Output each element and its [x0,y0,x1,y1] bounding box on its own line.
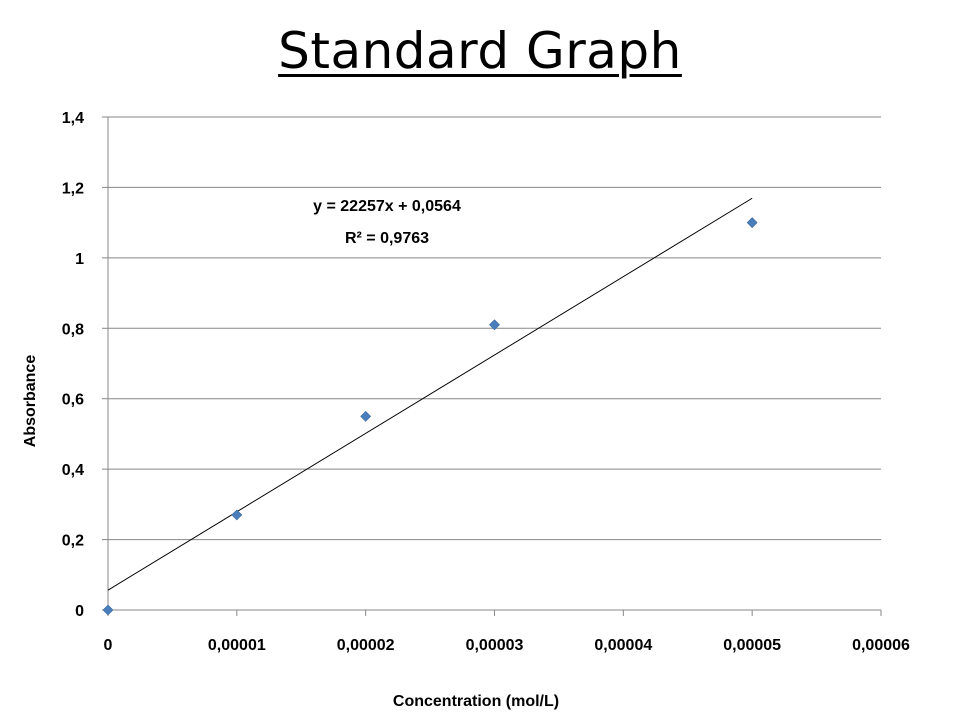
trendline-r2: R² = 0,9763 [345,230,429,247]
data-point [231,509,243,521]
y-tick-label: 0,6 [62,392,84,409]
y-tick-label: 0,2 [62,533,84,550]
x-tick-labels: 0 0,00001 0,00002 0,00003 0,00004 0,00005 0,00… [104,637,910,654]
y-tick-label: 1,4 [62,110,84,127]
y-tick-labels: 0 0,2 0,4 0,6 0,8 1 1,2 1,4 [62,110,84,620]
x-tick-label: 0,00004 [594,637,652,654]
axes [102,116,882,616]
chart-title: Standard Graph [278,22,682,80]
x-axis-title: Concentration (mol/L) [393,693,559,710]
y-tick-label: 0 [75,603,84,620]
gridlines [108,116,881,541]
x-tick-label: 0,00006 [852,637,910,654]
x-tick-label: 0,00005 [723,637,781,654]
data-point [746,217,758,229]
x-tick-label: 0,00003 [466,637,524,654]
trendline [107,197,753,591]
y-tick-label: 1 [75,251,84,268]
data-point [360,410,372,422]
x-tick-label: 0 [104,637,113,654]
y-tick-label: 1,2 [62,180,84,197]
y-tick-label: 0,4 [62,462,84,479]
data-points [102,217,758,616]
trendline-group [107,197,753,591]
x-tick-label: 0,00002 [337,637,395,654]
trendline-equation: y = 22257x + 0,0564 [313,198,461,215]
data-point [489,319,500,331]
y-axis-title: Absorbance [22,355,39,448]
x-tick-label: 0,00001 [208,637,266,654]
y-tick-label: 0,8 [62,321,84,338]
data-point [102,604,114,616]
